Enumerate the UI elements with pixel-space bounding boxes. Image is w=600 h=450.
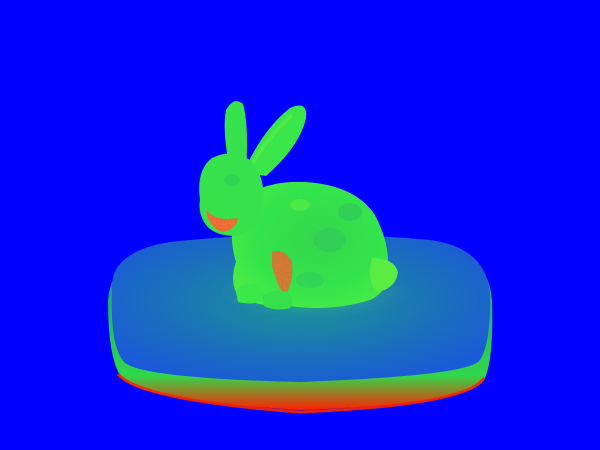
- bunny-figure: [199, 101, 398, 310]
